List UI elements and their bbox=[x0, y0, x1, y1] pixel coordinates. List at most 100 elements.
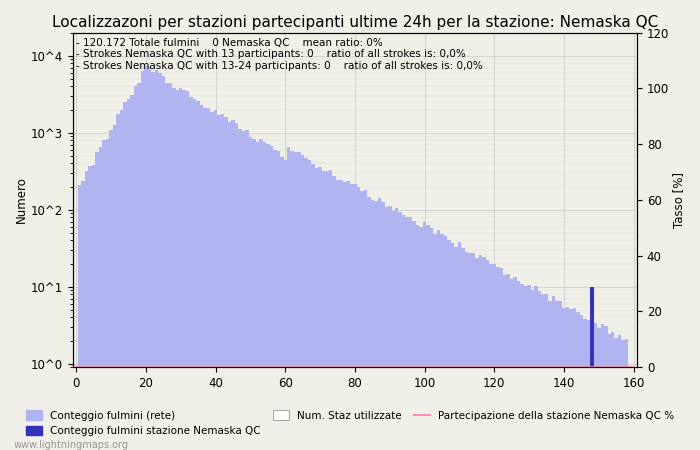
Bar bbox=[231, 121, 234, 450]
Bar bbox=[500, 268, 503, 450]
Bar bbox=[298, 153, 301, 450]
Bar bbox=[388, 206, 391, 450]
Bar bbox=[326, 171, 329, 450]
Y-axis label: Tasso [%]: Tasso [%] bbox=[672, 172, 685, 228]
Bar bbox=[454, 247, 458, 450]
Bar bbox=[78, 184, 81, 450]
Bar bbox=[116, 114, 120, 450]
Bar bbox=[127, 99, 130, 450]
Text: - 120.172 Totale fulmini    0 Nemaska QC    mean ratio: 0%
- Strokes Nemaska QC : - 120.172 Totale fulmini 0 Nemaska QC me… bbox=[76, 38, 482, 71]
Bar bbox=[374, 201, 377, 450]
Bar bbox=[482, 257, 486, 450]
Bar bbox=[496, 267, 500, 450]
Bar bbox=[527, 284, 531, 450]
Bar bbox=[312, 164, 315, 450]
Bar bbox=[395, 208, 398, 450]
Bar bbox=[151, 72, 155, 450]
Bar bbox=[416, 225, 419, 450]
Bar bbox=[193, 99, 197, 450]
Bar bbox=[590, 321, 594, 450]
Bar bbox=[248, 137, 252, 450]
Bar bbox=[566, 307, 569, 450]
Bar bbox=[354, 184, 357, 450]
Bar bbox=[85, 171, 88, 450]
Bar bbox=[301, 155, 304, 450]
Bar bbox=[569, 309, 573, 450]
Bar bbox=[465, 252, 468, 450]
Bar bbox=[587, 320, 590, 450]
Y-axis label: Numero: Numero bbox=[15, 176, 28, 223]
Bar bbox=[287, 147, 290, 450]
Bar bbox=[461, 248, 465, 450]
Bar bbox=[559, 301, 562, 450]
Bar bbox=[169, 83, 172, 450]
Bar bbox=[315, 168, 318, 450]
Bar bbox=[81, 181, 85, 450]
Bar bbox=[426, 225, 430, 450]
Bar bbox=[447, 240, 451, 450]
Bar bbox=[590, 287, 594, 450]
Bar bbox=[433, 234, 437, 450]
Bar bbox=[423, 222, 426, 450]
Bar bbox=[336, 180, 340, 450]
Bar bbox=[594, 323, 597, 450]
Bar bbox=[412, 221, 416, 450]
Bar bbox=[503, 274, 507, 450]
Bar bbox=[419, 227, 423, 450]
Bar bbox=[273, 150, 276, 450]
Bar bbox=[604, 326, 608, 450]
Bar bbox=[555, 301, 559, 450]
Bar bbox=[186, 90, 190, 450]
Bar bbox=[200, 105, 204, 450]
Bar bbox=[514, 277, 517, 450]
Bar bbox=[583, 319, 587, 450]
Bar bbox=[350, 184, 354, 450]
Bar bbox=[346, 181, 350, 450]
Bar bbox=[252, 139, 256, 450]
Bar bbox=[197, 101, 200, 450]
Bar bbox=[486, 260, 489, 450]
Bar bbox=[475, 258, 479, 450]
Bar bbox=[534, 286, 538, 450]
Bar bbox=[538, 291, 541, 450]
Bar bbox=[545, 294, 548, 450]
Bar bbox=[228, 122, 231, 450]
Bar bbox=[234, 122, 238, 450]
Bar bbox=[284, 159, 287, 450]
Bar bbox=[95, 152, 99, 450]
Bar bbox=[548, 301, 552, 450]
Bar bbox=[517, 280, 520, 450]
Bar bbox=[437, 230, 440, 450]
Bar bbox=[332, 176, 336, 450]
Bar bbox=[573, 307, 576, 450]
Bar bbox=[137, 83, 141, 450]
Bar bbox=[241, 131, 245, 450]
Bar bbox=[259, 139, 262, 450]
Bar bbox=[541, 294, 545, 450]
Bar bbox=[204, 108, 207, 450]
Bar bbox=[245, 130, 248, 450]
Bar bbox=[294, 152, 298, 450]
Bar bbox=[113, 125, 116, 450]
Bar bbox=[276, 151, 280, 450]
Bar bbox=[562, 308, 566, 450]
Bar bbox=[162, 76, 165, 450]
Bar bbox=[179, 88, 183, 450]
Bar bbox=[451, 243, 454, 450]
Bar bbox=[625, 339, 629, 450]
Bar bbox=[597, 328, 601, 450]
Bar bbox=[370, 200, 374, 450]
Bar bbox=[329, 170, 332, 450]
Bar bbox=[304, 158, 308, 450]
Bar bbox=[141, 71, 144, 450]
Bar bbox=[405, 217, 409, 450]
Bar bbox=[190, 98, 193, 450]
Bar bbox=[493, 265, 496, 450]
Bar bbox=[172, 88, 176, 450]
Bar bbox=[611, 332, 615, 450]
Bar bbox=[409, 217, 412, 450]
Bar bbox=[363, 189, 367, 450]
Bar bbox=[256, 142, 259, 450]
Bar bbox=[340, 180, 343, 450]
Bar bbox=[109, 130, 113, 450]
